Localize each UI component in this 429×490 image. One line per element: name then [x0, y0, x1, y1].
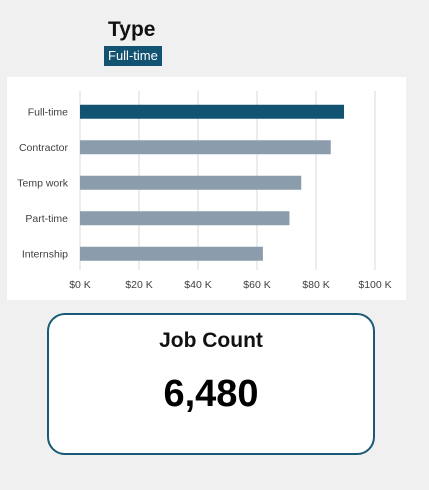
bar-part-time[interactable]: [80, 211, 290, 226]
x-tick-label: $100 K: [358, 279, 391, 291]
x-tick-label: $0 K: [69, 279, 91, 291]
bar-internship[interactable]: [80, 246, 263, 261]
job-count-card: Job Count 6,480: [47, 313, 375, 455]
slicer-title: Type: [108, 18, 156, 41]
category-label: Part-time: [25, 213, 68, 225]
bar-chart: $0 K $20 K $40 K $60 K $80 K $100 K Full-time C…: [7, 77, 406, 300]
slicer-selected-chip[interactable]: Full-time: [104, 46, 162, 66]
category-label: Full-time: [28, 106, 68, 118]
kpi-title: Job Count: [159, 329, 263, 352]
category-label: Temp work: [17, 177, 69, 189]
kpi-value: 6,480: [163, 373, 259, 415]
category-label: Internship: [22, 248, 68, 260]
bar-temp-work[interactable]: [80, 175, 302, 190]
bar-full-time[interactable]: [80, 104, 345, 119]
x-tick-label: $40 K: [184, 279, 211, 291]
x-tick-label: $80 K: [302, 279, 329, 291]
bar-contractor[interactable]: [80, 140, 331, 155]
x-tick-label: $20 K: [125, 279, 152, 291]
category-label: Contractor: [19, 142, 69, 154]
bar-chart-svg: $0 K $20 K $40 K $60 K $80 K $100 K Full-time C…: [17, 91, 392, 291]
x-tick-label: $60 K: [243, 279, 270, 291]
